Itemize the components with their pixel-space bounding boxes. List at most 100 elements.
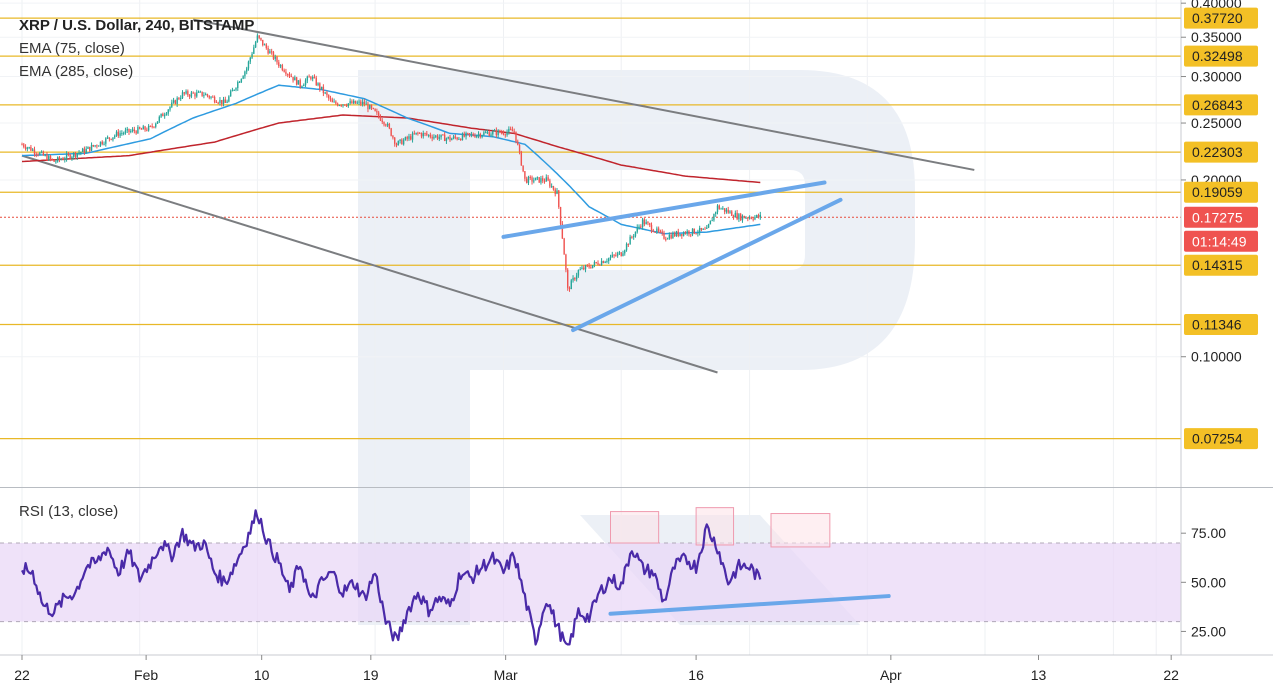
candle-body [115,131,118,136]
candle-body [542,178,544,181]
candle-body [575,275,578,280]
candle-body [435,135,437,137]
candle-body [51,158,54,160]
candle-body [176,98,178,104]
candle-body [695,233,697,235]
candle-body [349,101,351,104]
candle-body [137,127,139,134]
candle-body [394,137,396,144]
candle-body [231,89,234,92]
candle-body [538,177,540,183]
candle-body [754,216,756,220]
level-badge-bg [1184,181,1258,203]
candle-body [565,254,567,270]
candle-body [342,104,344,106]
y-tick-label: 0.30000 [1191,69,1242,85]
lower-channel-line [21,154,718,374]
candle-body [353,100,355,104]
candle-body [618,252,621,254]
candle-body [433,136,435,139]
candle-body [679,234,681,236]
rsi-highlight-box [770,513,831,548]
candle-body [122,133,125,135]
wedge-upper-line [501,180,827,239]
candle-body [650,224,653,231]
candle-body [632,236,635,238]
candle-body [229,91,232,97]
candle-body [711,220,713,222]
candle-body [370,105,373,108]
candle-body [360,101,362,105]
candle-body [103,143,105,145]
candle-body [253,47,255,54]
candle-body [688,231,690,235]
candle-body [492,131,494,135]
candle-body [404,137,407,141]
candle-body [105,138,107,144]
candle-body [415,132,417,135]
candle-body [624,250,626,254]
level-badge-bg [1184,7,1258,29]
candle-body [497,130,499,136]
candle-body [320,86,323,89]
candle-body [757,214,760,218]
candle-body [301,86,303,88]
candle-body [388,123,391,129]
candle-body [570,280,572,290]
candle-body [222,99,225,104]
candle-body [616,253,619,256]
candle-body [345,105,348,107]
candle-body [208,95,210,98]
candle-body [517,141,519,145]
candle-body [686,231,688,234]
candle-body [372,107,375,109]
candle-body [56,157,59,162]
candle-body [23,144,25,147]
candle-body [429,134,432,137]
candle-body [709,220,712,225]
candle-body [269,51,271,54]
candle-body [90,144,93,151]
candle-body [333,101,335,103]
candle-body [272,51,275,59]
candle-body [324,92,326,94]
candle-body [65,153,68,160]
candle-body [588,265,590,268]
candle-body [126,128,128,131]
candle-body [599,264,601,266]
candle-body [383,122,385,125]
candle-body [224,99,226,103]
candle-body [379,116,382,121]
candle-body [731,211,733,216]
candle-body [215,101,218,103]
y-tick-label: 0.10000 [1191,349,1242,365]
candle-body [160,113,162,117]
candle-body [483,132,485,136]
candle-body [365,103,367,105]
candle-body [206,94,209,96]
candle-body [706,227,708,229]
candle-body [443,134,446,142]
candle-body [638,226,640,228]
candle-body [543,180,546,182]
candle-body [640,226,642,228]
candle-body [743,215,745,219]
candle-body [228,96,230,102]
candle-body [559,207,562,224]
candle-body [436,135,439,139]
candle-body [549,180,551,187]
candle-body [135,131,137,134]
candle-body [128,128,130,133]
candle-body [306,76,309,81]
candle-body [649,223,651,225]
candle-body [167,109,169,114]
x-tick-label: 10 [254,667,270,683]
candle-body [358,101,360,103]
candle-body [524,171,526,179]
candle-body [287,74,289,76]
candle-body [73,152,75,157]
candle-body [285,71,287,75]
current-price-badge-bg [1184,206,1258,228]
candle-body [691,228,694,235]
candle-body [351,101,353,104]
